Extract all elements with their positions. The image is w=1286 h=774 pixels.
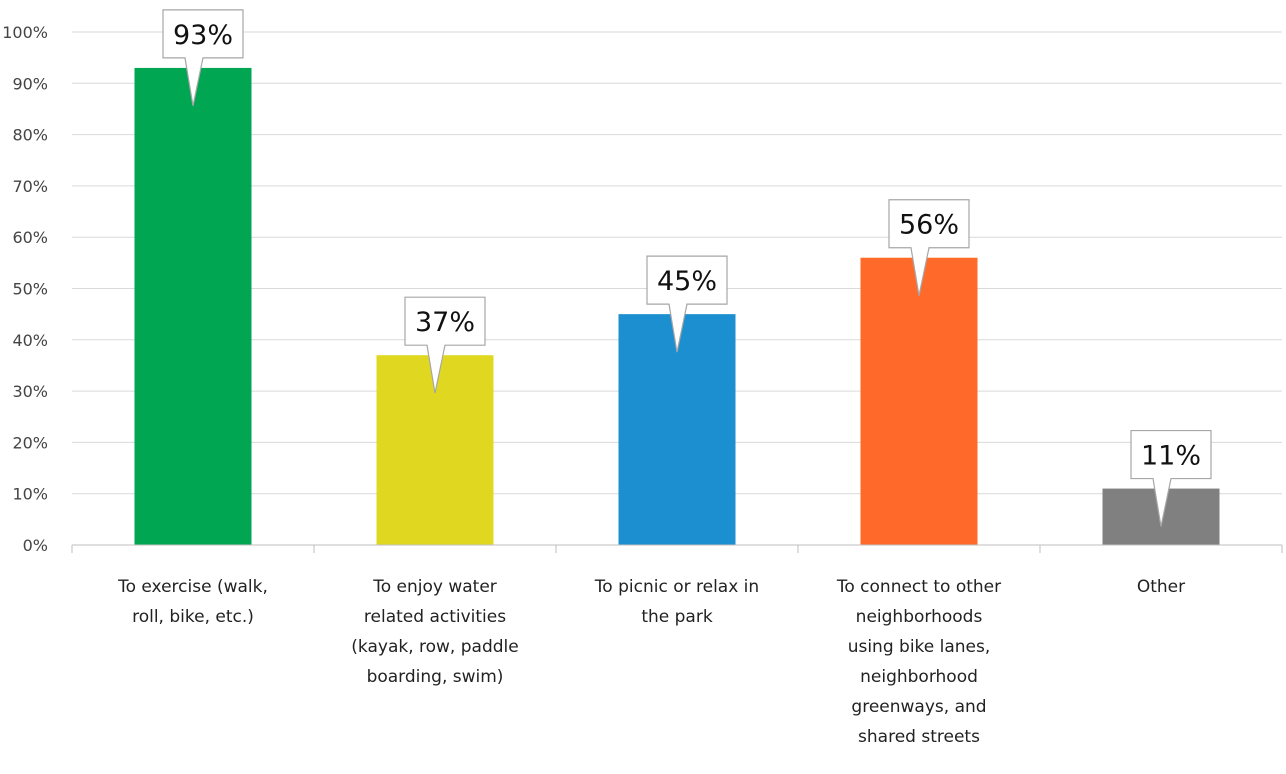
bar [134, 67, 252, 545]
data-labels: 93% 37% 45% 56% 11% [162, 9, 1212, 527]
y-tick-label: 50% [12, 280, 48, 299]
y-tick-label: 70% [12, 177, 48, 196]
data-label-callout [1130, 429, 1212, 527]
y-tick-label: 0% [23, 536, 48, 555]
data-label-callout [404, 296, 486, 394]
category-label-line: To picnic or relax in [594, 577, 759, 597]
data-label: 93% [173, 20, 233, 51]
y-tick-label: 30% [12, 382, 48, 401]
data-label: 45% [657, 266, 717, 297]
bar [618, 314, 736, 545]
category-label-line: roll, bike, etc.) [132, 607, 254, 627]
category-labels: To exercise (walk, roll, bike, etc.) To en… [117, 577, 1185, 747]
bars [134, 67, 1220, 545]
category-label: To exercise (walk, roll, bike, etc.) [117, 577, 268, 627]
y-tick-label: 100% [2, 23, 48, 42]
data-label-callout [646, 255, 728, 353]
category-label-line: neighborhoods [856, 607, 983, 627]
category-label: To connect to other neighborhoods using bi… [836, 577, 1001, 747]
data-label-callout [888, 199, 970, 296]
category-label-line: the park [641, 607, 713, 627]
bar [860, 257, 978, 545]
category-label-line: using bike lanes, [848, 637, 991, 657]
y-tick-label: 40% [12, 331, 48, 350]
x-axis [71, 544, 1283, 553]
category-label-line: boarding, swim) [367, 667, 504, 687]
y-tick-label: 20% [12, 433, 48, 452]
data-label-callout [162, 9, 244, 107]
category-label-line: related activities [364, 607, 506, 627]
category-label-line: (kayak, row, paddle [351, 637, 518, 657]
data-label: 11% [1141, 441, 1201, 472]
category-label-line: greenways, and [851, 697, 986, 717]
category-label-line: To enjoy water [372, 577, 497, 597]
y-tick-label: 60% [12, 228, 48, 247]
category-label-line: neighborhood [860, 667, 978, 687]
category-label: To enjoy water related activities (kayak, … [351, 577, 518, 687]
category-label-line: To connect to other [836, 577, 1001, 597]
y-tick-label: 10% [12, 485, 48, 504]
y-axis: 0% 10% 20% 30% 40% 50% 60% 70% 80% 90% 100% [2, 23, 48, 555]
y-tick-label: 90% [12, 74, 48, 93]
data-label: 56% [899, 210, 959, 241]
category-label: To picnic or relax in the park [594, 577, 759, 627]
data-label: 37% [415, 307, 475, 338]
category-label-line: To exercise (walk, [117, 577, 268, 597]
y-tick-label: 80% [12, 126, 48, 145]
category-label-line: Other [1137, 577, 1185, 597]
category-label: Other [1137, 577, 1185, 597]
category-label-line: shared streets [858, 727, 980, 747]
